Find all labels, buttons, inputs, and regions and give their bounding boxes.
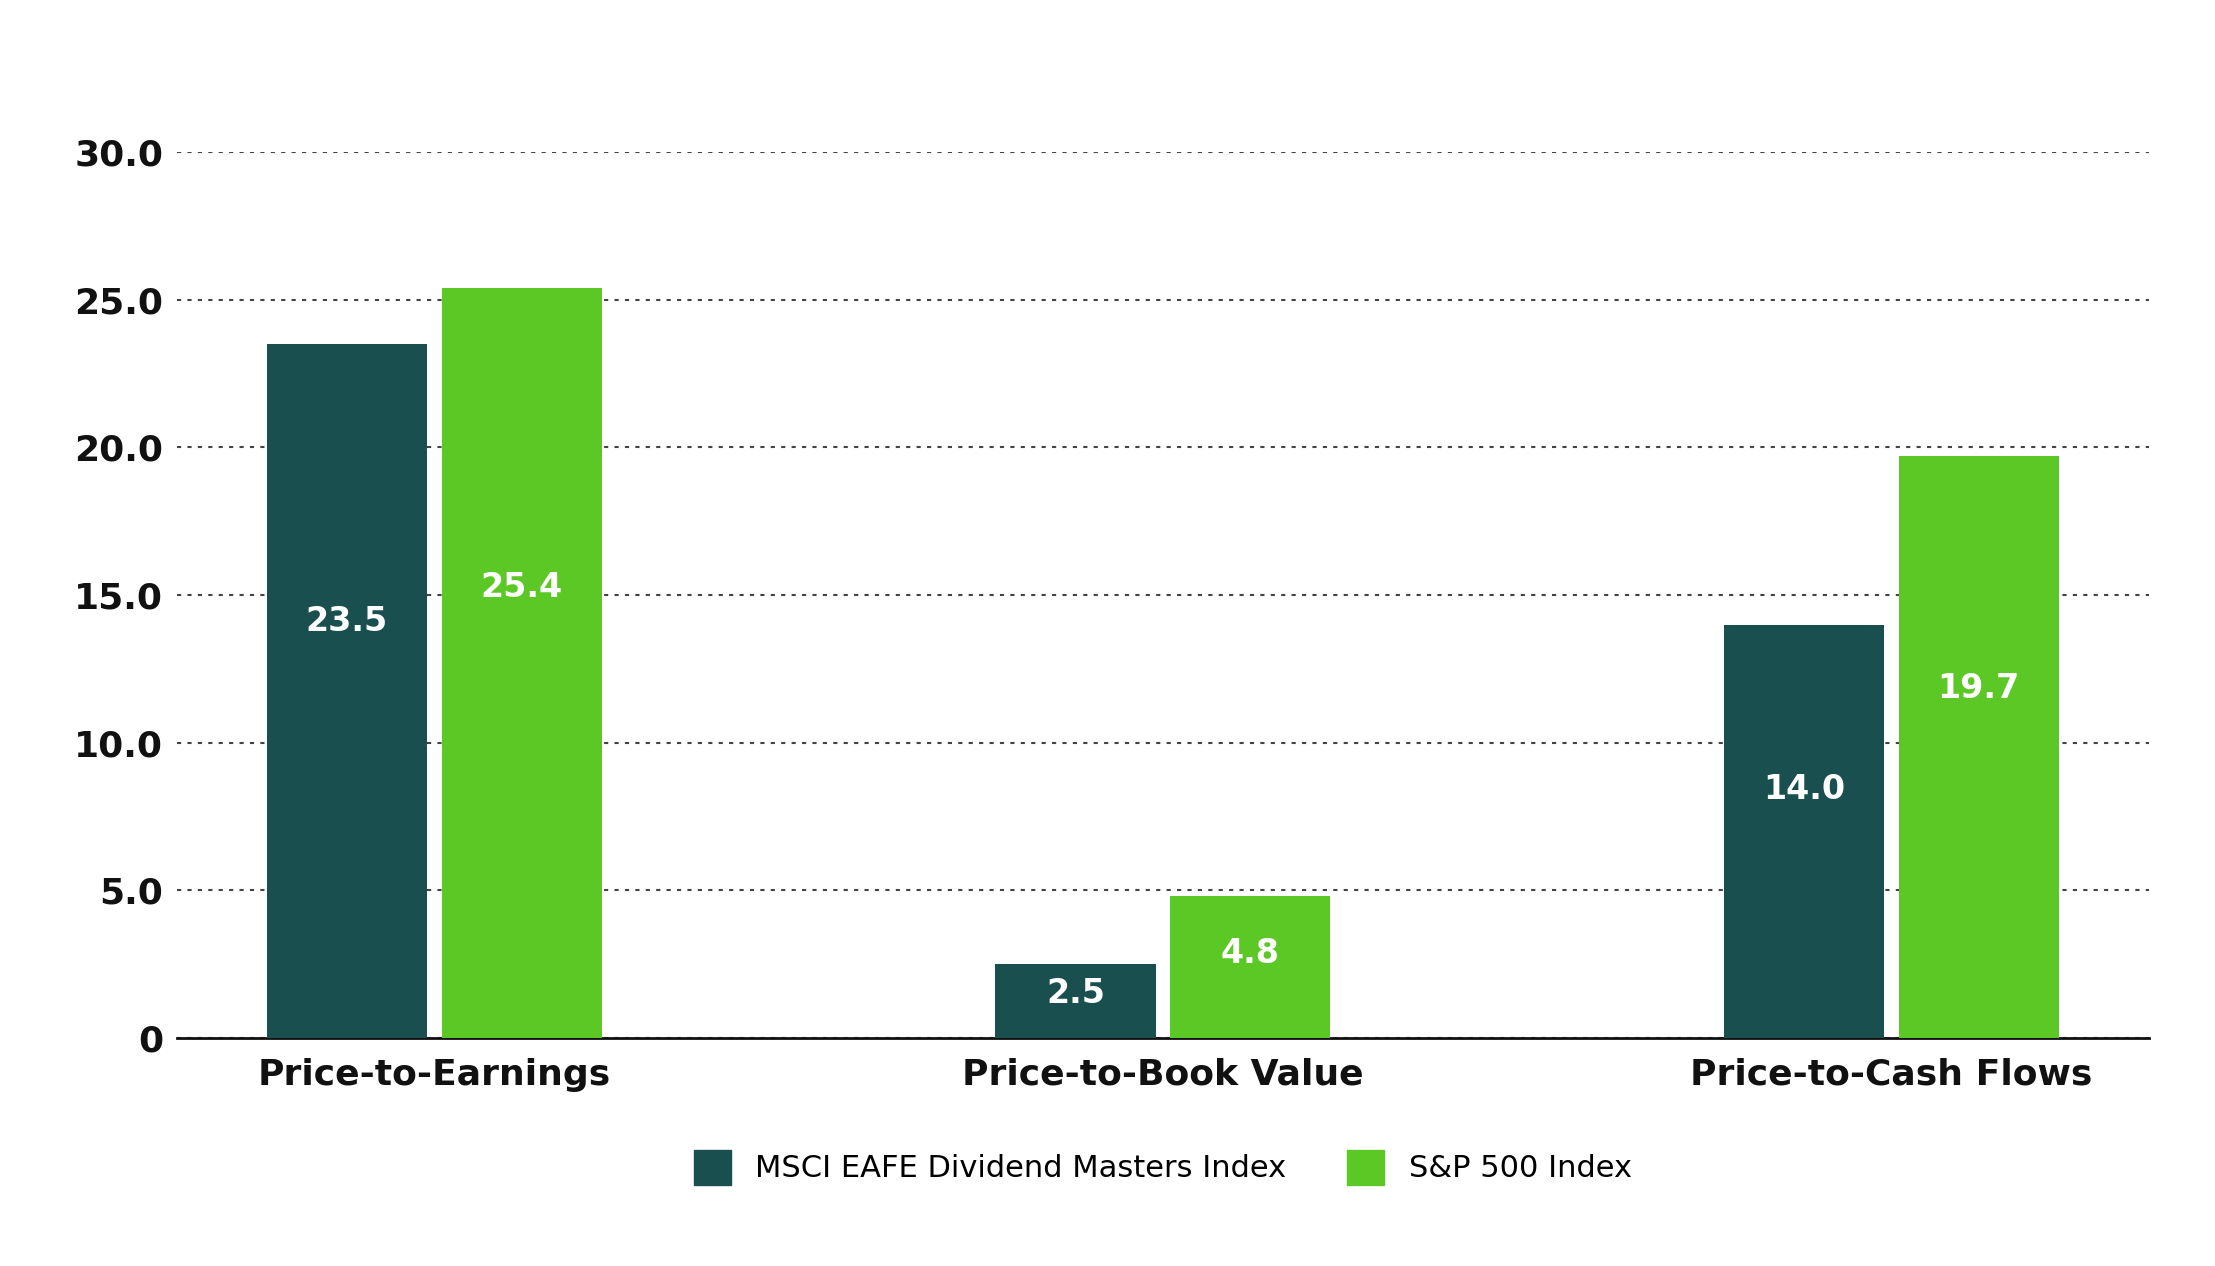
Text: 2.5: 2.5 xyxy=(1045,977,1105,1010)
Bar xyxy=(1723,624,1885,1038)
Text: 23.5: 23.5 xyxy=(306,605,388,638)
Legend: MSCI EAFE Dividend Masters Index, S&P 500 Index: MSCI EAFE Dividend Masters Index, S&P 50… xyxy=(678,1134,1648,1200)
Text: 14.0: 14.0 xyxy=(1763,774,1845,806)
Bar xyxy=(1898,456,2060,1038)
Text: 25.4: 25.4 xyxy=(481,571,563,604)
Text: 4.8: 4.8 xyxy=(1220,937,1280,970)
Bar xyxy=(995,965,1156,1038)
Bar xyxy=(441,287,602,1038)
Bar xyxy=(1170,896,1331,1038)
Text: 19.7: 19.7 xyxy=(1938,672,2020,705)
Bar xyxy=(266,344,427,1038)
